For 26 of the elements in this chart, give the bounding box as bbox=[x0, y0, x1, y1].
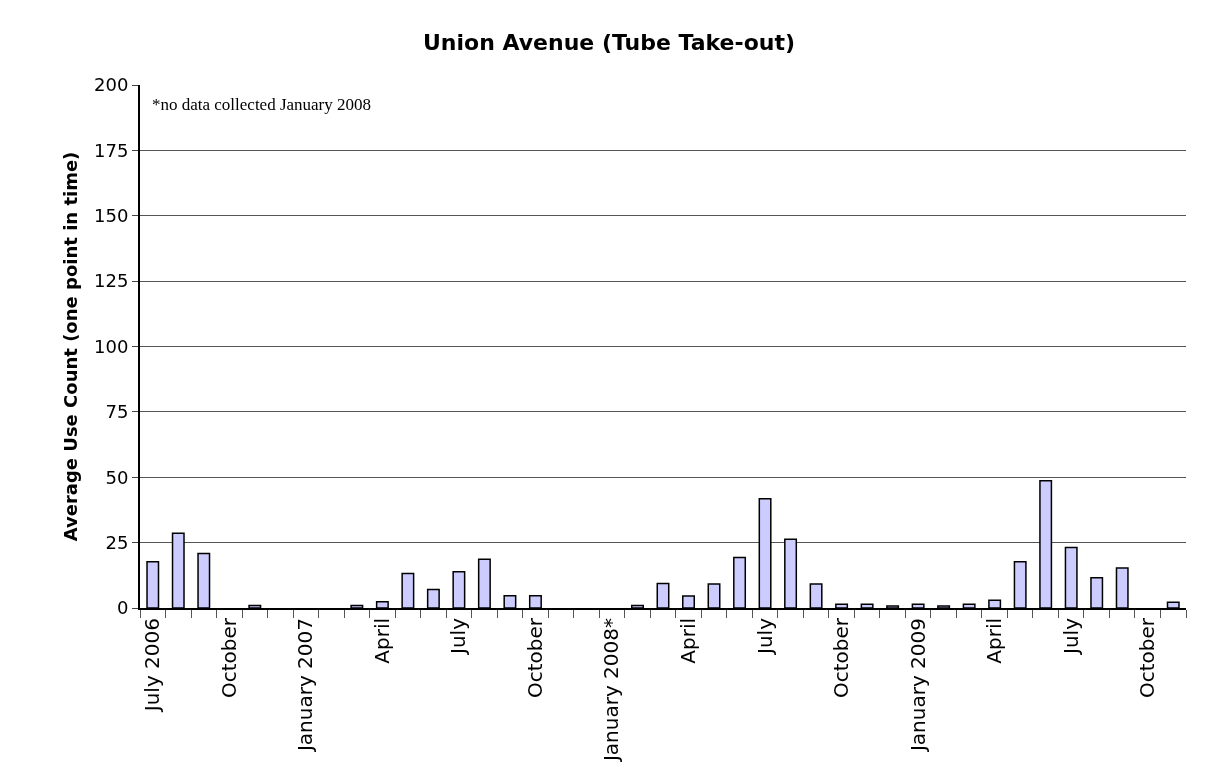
y-tick-label: 150 bbox=[94, 205, 129, 227]
y-tick-label: 175 bbox=[94, 139, 129, 161]
x-tick-label: October bbox=[522, 617, 547, 699]
x-tick-label: July bbox=[446, 617, 471, 656]
chart-title: Union Avenue (Tube Take-out) bbox=[422, 30, 796, 56]
y-tick-label: 0 bbox=[116, 597, 129, 619]
y-tick-label: 200 bbox=[94, 74, 129, 96]
x-tick-label: October bbox=[1135, 617, 1160, 699]
y-tick-label: 125 bbox=[94, 270, 129, 292]
x-tick-label: April bbox=[982, 618, 1007, 664]
y-tick-label: 100 bbox=[94, 335, 129, 357]
x-tick-label: October bbox=[216, 617, 241, 699]
x-tick-label: January 2008* bbox=[599, 618, 624, 764]
y-tick-label: 50 bbox=[105, 466, 129, 488]
x-tick-label: January 2009 bbox=[905, 618, 930, 754]
x-tick-label: April bbox=[369, 618, 394, 664]
y-tick-label: 25 bbox=[105, 531, 129, 553]
x-tick-label: January 2007 bbox=[293, 618, 318, 754]
x-tick-label: October bbox=[829, 617, 854, 699]
x-tick-label: July 2006 bbox=[140, 618, 165, 714]
x-tick-label: July bbox=[1058, 617, 1083, 656]
y-axis-title: Average Use Count (one point in time) bbox=[59, 151, 81, 542]
x-tick-label: April bbox=[676, 618, 701, 664]
y-tick-label: 75 bbox=[105, 401, 129, 423]
x-tick-label: July bbox=[752, 617, 777, 656]
annotation: *no data collected January 2008 bbox=[152, 95, 372, 114]
